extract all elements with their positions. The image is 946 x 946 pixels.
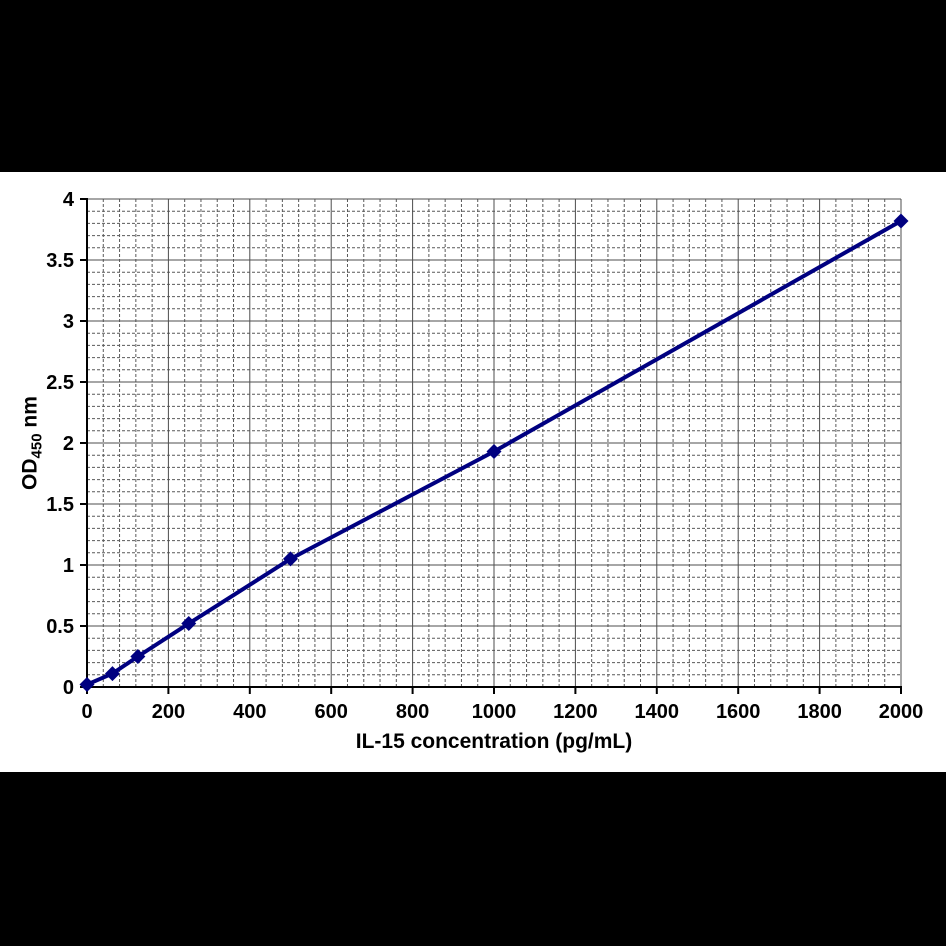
y-tick-label: 4 xyxy=(63,189,75,211)
letterbox-bottom xyxy=(0,772,946,946)
x-axis-title: IL-15 concentration (pg/mL) xyxy=(355,730,633,753)
chart-plot-area: 0 200 400 600 800 1000 1200 1400 1600 1800 2000 0 0.… xyxy=(46,189,923,723)
y-axis-title-suffix: nm xyxy=(18,396,42,434)
y-tick-label: 3 xyxy=(63,311,74,333)
data-point-marker xyxy=(486,444,502,460)
y-tick-label: 0.5 xyxy=(46,616,74,638)
x-tick-labels: 0 200 400 600 800 1000 1200 1400 1600 1800 2000 xyxy=(81,701,923,723)
x-tick-label: 1400 xyxy=(635,701,680,723)
data-points xyxy=(79,213,909,693)
y-axis-title-text: OD xyxy=(18,458,42,490)
data-point-marker xyxy=(893,213,909,229)
y-axis-title: OD450 nm xyxy=(18,396,45,490)
tick-marks xyxy=(80,198,902,694)
x-tick-label: 600 xyxy=(315,701,348,723)
y-tick-label: 2 xyxy=(63,433,74,455)
data-point-marker xyxy=(130,649,146,664)
x-tick-label: 1200 xyxy=(553,701,598,723)
x-tick-label: 800 xyxy=(396,701,429,723)
letterbox-top xyxy=(0,0,946,172)
y-tick-label: 0 xyxy=(63,677,74,699)
x-tick-label: 1800 xyxy=(797,701,842,723)
x-tick-label: 1000 xyxy=(472,701,517,723)
y-tick-label: 3.5 xyxy=(46,250,74,272)
x-tick-label: 200 xyxy=(152,701,185,723)
y-tick-label: 1.5 xyxy=(46,494,74,516)
standard-curve-chart: 0 200 400 600 800 1000 1200 1400 1600 1800 2000 0 0.… xyxy=(0,172,946,772)
data-point-marker xyxy=(104,666,120,682)
y-axis-title-subscript: 450 xyxy=(28,433,46,459)
x-tick-label: 1600 xyxy=(716,701,761,723)
y-tick-labels: 0 0.5 1 1.5 2 2.5 3 3.5 4 xyxy=(46,189,75,699)
y-tick-label: 1 xyxy=(63,555,74,577)
y-tick-label: 2.5 xyxy=(46,372,74,394)
data-point-marker xyxy=(181,616,197,632)
x-tick-label: 400 xyxy=(233,701,266,723)
x-tick-label: 0 xyxy=(81,701,92,723)
x-tick-label: 2000 xyxy=(879,701,924,723)
data-point-marker xyxy=(79,677,95,693)
data-point-marker xyxy=(283,551,298,567)
